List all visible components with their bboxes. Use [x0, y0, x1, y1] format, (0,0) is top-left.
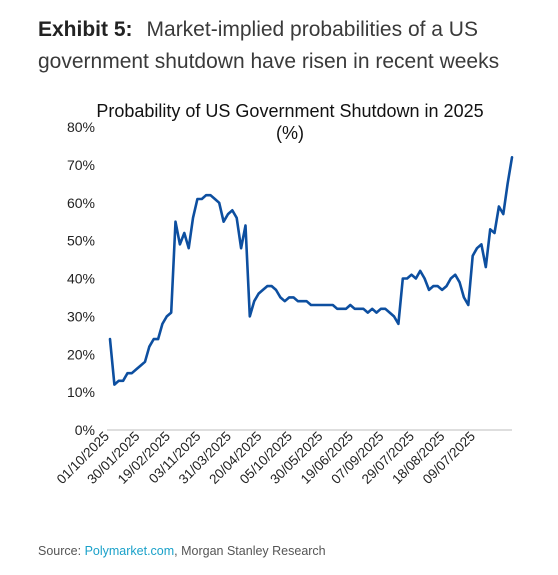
y-tick-label: 50% [67, 233, 95, 249]
exhibit-number: Exhibit 5: [38, 18, 133, 41]
chart-subtitle: (%) [276, 123, 304, 143]
source-link[interactable]: Polymarket.com [84, 544, 175, 558]
y-tick-label: 40% [67, 271, 95, 287]
source-prefix: Source: [38, 544, 85, 558]
y-tick-label: 60% [67, 195, 95, 211]
y-tick-label: 20% [67, 346, 95, 362]
y-tick-label: 80% [67, 119, 95, 135]
y-tick-label: 0% [75, 422, 95, 438]
source-suffix: , Morgan Stanley Research [174, 544, 326, 558]
exhibit-title: Market-implied probabilities of a US gov… [38, 18, 500, 73]
y-tick-label: 10% [67, 384, 95, 400]
source-note: Source: Polymarket.com, Morgan Stanley R… [38, 544, 326, 558]
chart-title-block: Probability of US Government Shutdown in… [70, 100, 510, 144]
y-tick-label: 30% [67, 308, 95, 324]
series-line [108, 156, 514, 386]
exhibit-heading: Exhibit 5: Market-implied probabilities o… [38, 14, 548, 78]
y-tick-label: 70% [67, 157, 95, 173]
chart-title: Probability of US Government Shutdown in… [96, 101, 484, 121]
